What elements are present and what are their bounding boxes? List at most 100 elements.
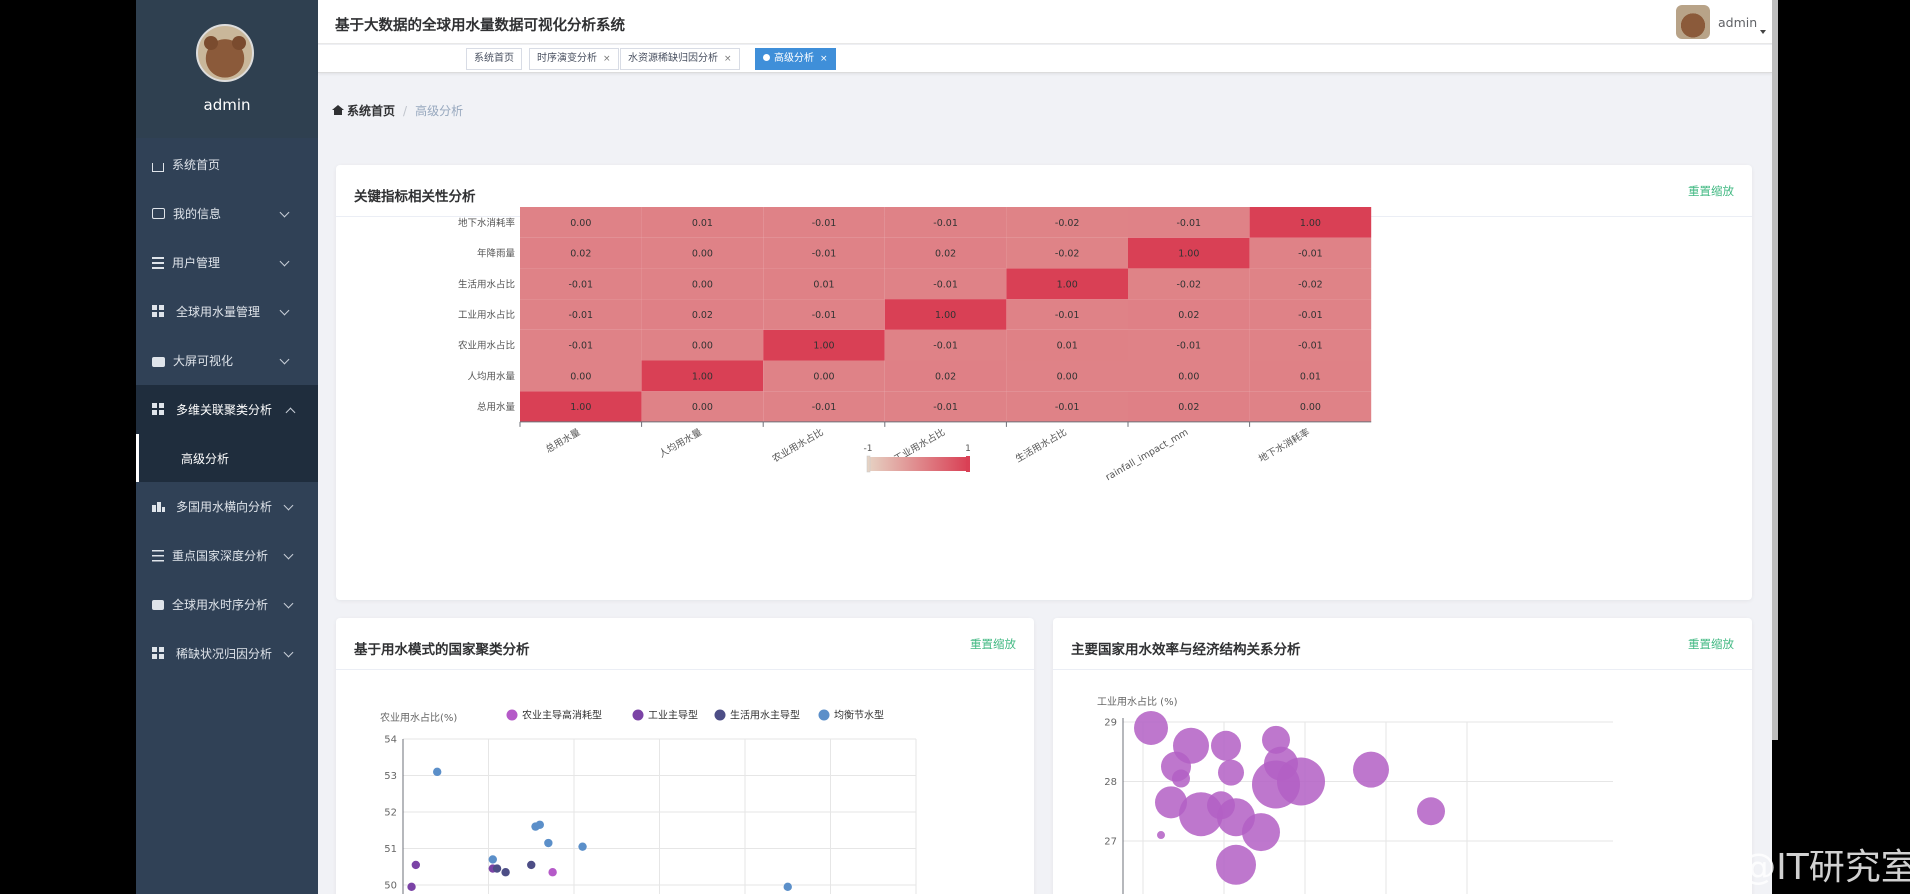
- legend-marker: [506, 709, 518, 721]
- reset-zoom-button[interactable]: 重置缩放: [1688, 184, 1734, 198]
- heatmap-cell: [520, 329, 642, 361]
- heatmap-cell: [520, 207, 642, 238]
- bubble-point: [1157, 831, 1165, 840]
- heatmap-cell-label: -0.01: [812, 249, 837, 260]
- avatar[interactable]: [196, 24, 254, 82]
- heatmap-cell: [1006, 329, 1128, 361]
- top-header: 基于大数据的全球用水量数据可视化分析系统 admin: [318, 0, 1772, 44]
- heatmap-cell-label: 1.00: [570, 402, 591, 413]
- y-tick-label: 54: [384, 735, 397, 746]
- bubble-point: [1172, 769, 1190, 788]
- tag-advanced-analysis[interactable]: 高级分析 ×: [755, 48, 836, 70]
- sidebar-item-user-management[interactable]: 用户管理: [136, 238, 318, 287]
- visual-map-handle-low: [866, 455, 871, 473]
- user-name[interactable]: admin: [1718, 15, 1758, 30]
- bubble-card: 主要国家用水效率与经济结构关系分析 重置缩放 工业用水占比 (%) 27 28 29: [1053, 618, 1752, 894]
- x-tick-label: 总用水量: [543, 426, 582, 456]
- cluster-scatter-chart[interactable]: 农业主导高消耗型 工业主导型 生活用水主导型 均衡节水型 农业用水占比(%) 50 51 52…: [336, 618, 1034, 894]
- heatmap-cell: [641, 299, 764, 330]
- y-tick-label: 29: [1104, 718, 1117, 729]
- sidebar-item-multi-country[interactable]: 多国用水横向分析: [136, 482, 318, 531]
- close-icon[interactable]: ×: [603, 54, 611, 64]
- tag-home[interactable]: 系统首页: [466, 48, 522, 70]
- grid-icon: [152, 304, 168, 319]
- legend-marker: [632, 709, 644, 721]
- scatter-point: [548, 868, 557, 877]
- heatmap-cell-label: -0.01: [569, 310, 594, 321]
- reset-zoom-button[interactable]: 重置缩放: [970, 637, 1016, 651]
- heatmap-cell-label: 0.00: [1300, 402, 1321, 413]
- sidebar-item-home[interactable]: 系统首页: [136, 140, 318, 189]
- reset-zoom-button[interactable]: 重置缩放: [1688, 637, 1734, 651]
- sidebar-item-label: 系统首页: [172, 158, 221, 172]
- heatmap-cell: [520, 360, 642, 392]
- sidebar-item-cluster-analysis[interactable]: 多维关联聚类分析: [136, 385, 318, 434]
- heatmap-cell-label: 0.00: [813, 371, 834, 382]
- heatmap-cell: [1249, 207, 1372, 238]
- heatmap-cell: [520, 299, 642, 330]
- y-tick-label: 年降雨量: [477, 248, 516, 260]
- heatmap-cell: [1006, 237, 1128, 269]
- close-icon[interactable]: ×: [820, 54, 828, 64]
- breadcrumb-home[interactable]: 系统首页: [347, 104, 396, 118]
- heatmap-cell-label: -0.01: [1298, 310, 1323, 321]
- home-icon: [332, 105, 344, 115]
- tag-label: 水资源稀缺归因分析: [628, 53, 718, 64]
- caret-down-icon[interactable]: [1760, 30, 1766, 34]
- y-tick-label: 农业用水占比: [458, 340, 515, 352]
- sidebar-profile: admin: [136, 0, 318, 138]
- chevron-down-icon: [279, 256, 290, 267]
- y-tick-label: 人均用水量: [467, 370, 515, 382]
- heatmap-cell-label: 1.00: [1300, 218, 1321, 229]
- heatmap-cell: [641, 268, 764, 300]
- heatmap-cell: [1128, 391, 1250, 422]
- legend-marker: [714, 709, 726, 721]
- heatmap-cell: [1128, 207, 1250, 238]
- heatmap-cell-label: -0.01: [1298, 341, 1323, 352]
- sidebar-item-my-info[interactable]: 我的信息: [136, 189, 318, 238]
- heatmap-cell-label: 0.02: [1178, 402, 1199, 413]
- sidebar-item-scarcity[interactable]: 稀缺状况归因分析: [136, 629, 318, 678]
- heatmap-cell: [641, 360, 764, 392]
- heatmap-cell-label: 0.00: [1057, 371, 1078, 382]
- tag-time-series[interactable]: 时序演变分析 ×: [529, 48, 619, 70]
- heatmap-cell: [520, 268, 642, 300]
- heatmap-cell: [1249, 360, 1372, 392]
- sidebar-item-key-country[interactable]: 重点国家深度分析: [136, 531, 318, 580]
- y-tick-label: 27: [1104, 837, 1117, 848]
- legend-label: 均衡节水型: [834, 709, 884, 722]
- tag-label: 高级分析: [774, 53, 814, 64]
- scatter-point: [501, 868, 510, 877]
- sidebar-item-water-management[interactable]: 全球用水量管理: [136, 287, 318, 336]
- visual-map-handle-high: [966, 456, 970, 472]
- bubble-point: [1242, 813, 1280, 852]
- y-tick-label: 52: [384, 808, 397, 819]
- heatmap-cell-label: 1.00: [1057, 279, 1078, 290]
- heatmap-cell-label: -0.01: [812, 310, 837, 321]
- heatmap-cell: [884, 391, 1007, 422]
- card-header: 基于用水模式的国家聚类分析 重置缩放: [336, 618, 1034, 670]
- correlation-heatmap[interactable]: 1.00 0.00 -0.01 -0.01 -0.01 0.02 0.00 0.00 1.00 0…: [336, 165, 1752, 600]
- scrollbar[interactable]: [1772, 0, 1778, 740]
- heatmap-cell: [763, 299, 885, 330]
- scatter-point: [527, 860, 536, 870]
- x-tick-label: 地下水消耗率: [1257, 426, 1313, 465]
- bubble-chart[interactable]: 工业用水占比 (%) 27 28 29: [1053, 618, 1752, 894]
- x-tick-label: 生活用水占比: [1013, 426, 1068, 465]
- user-avatar[interactable]: [1676, 5, 1710, 39]
- legend-label: 农业主导高消耗型: [522, 709, 602, 722]
- legend-label: 生活用水主导型: [730, 709, 800, 722]
- sidebar-subitem-advanced-analysis[interactable]: 高级分析: [136, 434, 318, 482]
- card-icon: [152, 208, 165, 219]
- bubble-point: [1218, 759, 1244, 786]
- visual-map-min-label: -1: [864, 444, 873, 454]
- sidebar-item-time-series[interactable]: 全球用水时序分析: [136, 580, 318, 629]
- heatmap-cell-label: 0.02: [692, 310, 713, 321]
- sidebar-item-big-screen[interactable]: 大屏可视化: [136, 336, 318, 385]
- heatmap-cell-label: -0.02: [1298, 279, 1323, 290]
- chevron-up-icon: [285, 407, 296, 418]
- close-icon[interactable]: ×: [724, 54, 732, 64]
- sidebar-item-label: 大屏可视化: [173, 354, 234, 368]
- heatmap-cell: [1006, 391, 1128, 422]
- tag-scarcity[interactable]: 水资源稀缺归因分析 ×: [620, 48, 740, 70]
